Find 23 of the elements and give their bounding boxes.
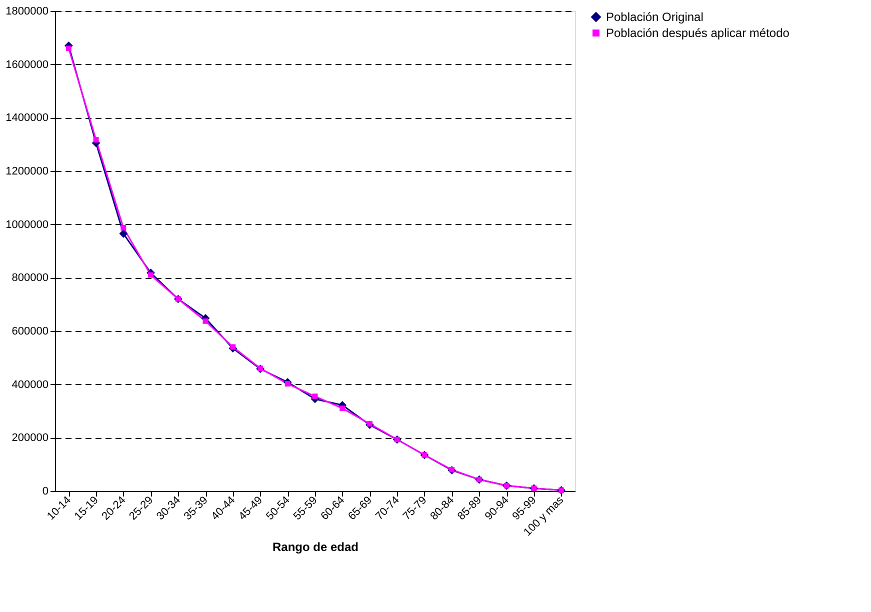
x-axis-title: Rango de edad xyxy=(272,540,359,554)
point xyxy=(367,421,372,427)
y-tick-label: 800000 xyxy=(12,272,48,284)
y-tick-label: 0 xyxy=(42,486,48,498)
y-tick-label: 600000 xyxy=(12,326,48,338)
legend-label: Población después aplicar método xyxy=(606,26,790,40)
point xyxy=(66,46,72,52)
point xyxy=(312,394,318,400)
y-tick-label: 1600000 xyxy=(6,58,48,71)
y-tick-label: 1000000 xyxy=(6,218,48,231)
point xyxy=(148,272,154,278)
y-tick-label: 200000 xyxy=(12,432,48,444)
y-tick-label: 1200000 xyxy=(6,166,48,178)
point xyxy=(120,225,126,231)
point xyxy=(93,137,99,143)
y-tick-label: 1800000 xyxy=(6,6,48,18)
point xyxy=(230,344,236,350)
y-tick-label: 1400000 xyxy=(6,112,48,124)
point xyxy=(340,406,346,412)
point xyxy=(202,318,208,324)
y-tick-label: 400000 xyxy=(12,378,48,391)
legend-label: Población Original xyxy=(606,10,704,24)
point xyxy=(284,381,290,387)
